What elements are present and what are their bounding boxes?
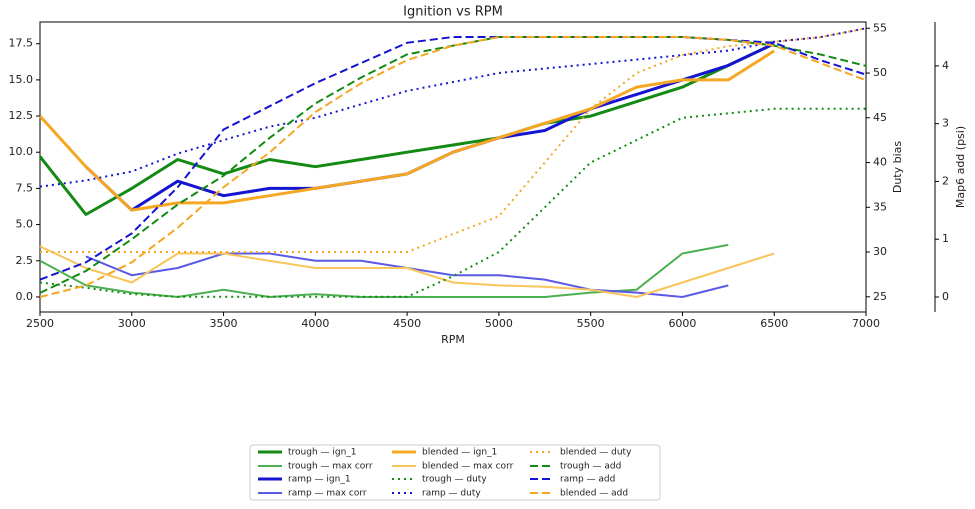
y-tick-label: 10.0: [9, 145, 34, 158]
y-tick-label: 5.0: [16, 218, 34, 231]
y2-tick-label: 40: [873, 156, 887, 169]
y3-tick-label: 3: [942, 117, 949, 130]
y2-tick-label: 25: [873, 290, 887, 303]
series-line: [84, 42, 775, 212]
x-tick-label: 4500: [393, 317, 421, 330]
series-line: [39, 107, 866, 298]
y2-axis-label: Duty bias: [891, 141, 904, 194]
y3-axis-label: Map6 add (psi): [954, 126, 967, 208]
y3-tick-label: 1: [942, 232, 949, 245]
legend-label: trough — ign_1: [288, 448, 357, 458]
series-line: [39, 245, 775, 298]
legend-label: trough — add: [560, 462, 621, 472]
y2-tick-label: 35: [873, 200, 887, 213]
y2-tick-label: 55: [873, 21, 887, 34]
y2-tick-label: 30: [873, 245, 887, 258]
x-tick-label: 6000: [668, 317, 696, 330]
y3-tick-label: 2: [942, 174, 949, 187]
legend-label: blended — ign_1: [422, 448, 497, 458]
legend-label: ramp — add: [560, 475, 615, 485]
legend-label: trough — duty: [422, 475, 487, 485]
x-axis-label: RPM: [441, 333, 465, 346]
y-tick-label: 12.5: [9, 109, 34, 122]
legend-label: ramp — duty: [422, 489, 481, 499]
y-tick-label: 0.0: [16, 290, 34, 303]
series-line: [39, 36, 867, 298]
y3-tick-label: 4: [942, 59, 949, 72]
x-tick-label: 5500: [577, 317, 605, 330]
y-tick-label: 7.5: [16, 181, 34, 194]
x-tick-label: 2500: [26, 317, 54, 330]
y-tick-label: 2.5: [16, 254, 34, 267]
legend-label: blended — max corr: [422, 462, 514, 472]
legend-label: blended — add: [560, 489, 628, 499]
y-tick-label: 17.5: [9, 37, 34, 50]
x-tick-label: 4000: [301, 317, 329, 330]
legend-label: trough — max corr: [288, 462, 373, 472]
y-tick-label: 15.0: [9, 73, 34, 86]
plot-frame: [39, 21, 867, 313]
legend-label: ramp — ign_1: [288, 475, 351, 485]
series-line: [38, 42, 775, 216]
chart-title: Ignition vs RPM: [403, 5, 503, 20]
x-tick-label: 3500: [210, 317, 238, 330]
x-tick-label: 5000: [485, 317, 513, 330]
legend-label: blended — duty: [560, 448, 632, 458]
series-line: [39, 36, 867, 294]
x-tick-label: 7000: [852, 317, 880, 330]
y2-tick-label: 45: [873, 111, 887, 124]
legend-label: ramp — max corr: [288, 489, 367, 499]
x-tick-label: 6500: [760, 317, 788, 330]
y2-tick-label: 50: [873, 66, 887, 79]
y3-tick-label: 0: [942, 290, 949, 303]
series-line: [39, 36, 867, 281]
series-line: [39, 27, 867, 188]
legend-frame: [249, 444, 661, 501]
series-line: [38, 49, 776, 212]
x-tick-label: 3000: [118, 317, 146, 330]
series-line: [40, 27, 867, 253]
